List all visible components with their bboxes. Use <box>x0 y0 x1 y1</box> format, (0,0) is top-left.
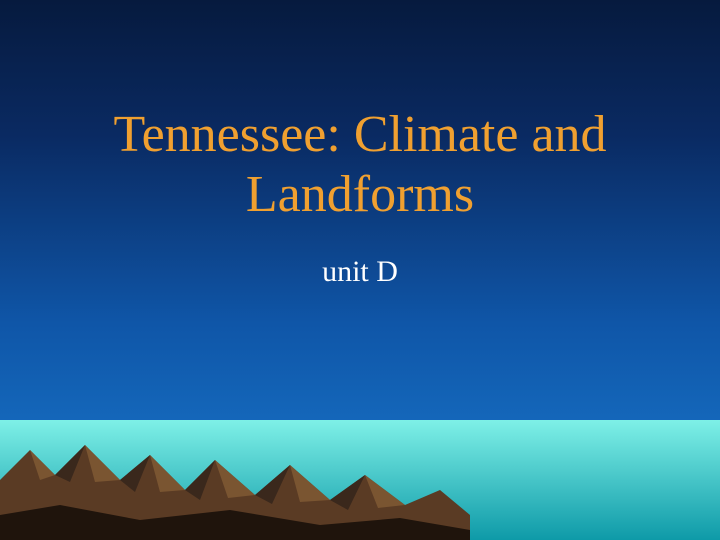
presentation-slide: Tennessee: Climate and Landforms unit D <box>0 0 720 540</box>
slide-subtitle: unit D <box>0 255 720 289</box>
mountains-silhouette <box>0 420 470 540</box>
slide-title: Tennessee: Climate and Landforms <box>0 105 720 225</box>
